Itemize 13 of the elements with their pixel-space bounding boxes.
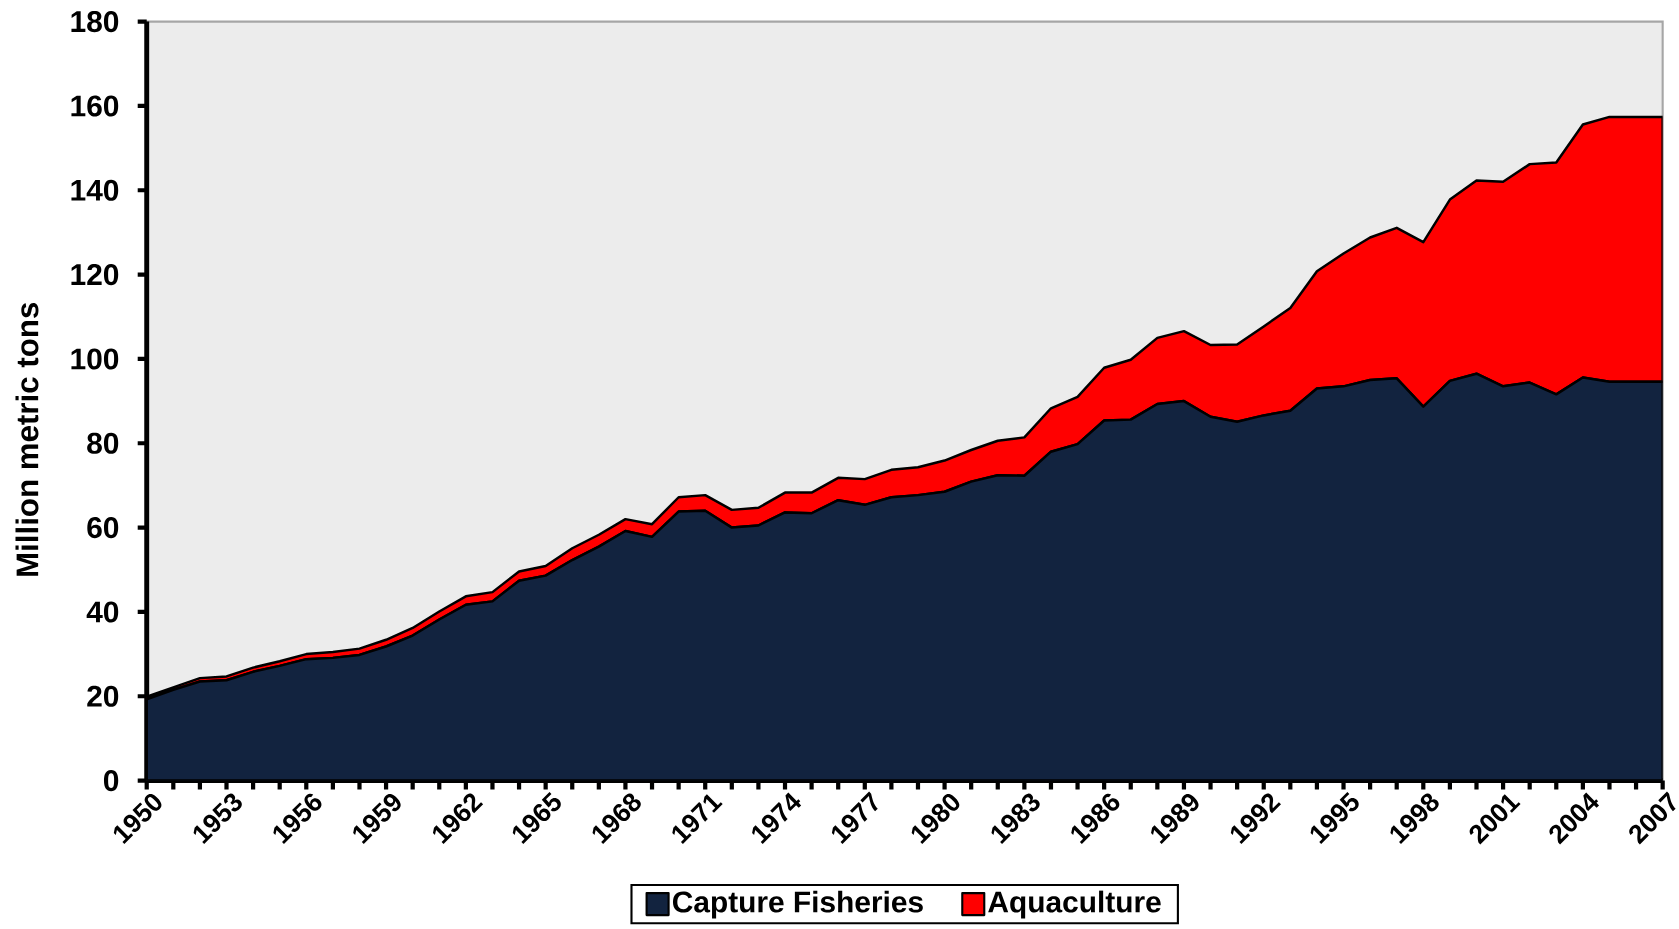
- y-tick-label: 180: [71, 11, 119, 33]
- y-tick-label: 80: [87, 432, 119, 454]
- y-axis-title: Million metric tons: [15, 302, 39, 576]
- y-tick-label: 160: [71, 95, 119, 117]
- legend-label: Aquaculture: [988, 890, 1161, 919]
- y-tick-label: 20: [87, 685, 119, 707]
- y-tick-label: 60: [87, 517, 119, 539]
- legend-label: Capture Fisheries: [672, 890, 923, 919]
- y-tick-label: 40: [86, 601, 119, 623]
- y-tick-label: 140: [71, 179, 119, 201]
- y-tick-label: 120: [71, 264, 119, 286]
- y-tick-label: 100: [71, 348, 119, 370]
- y-tick-label: 0: [103, 770, 119, 792]
